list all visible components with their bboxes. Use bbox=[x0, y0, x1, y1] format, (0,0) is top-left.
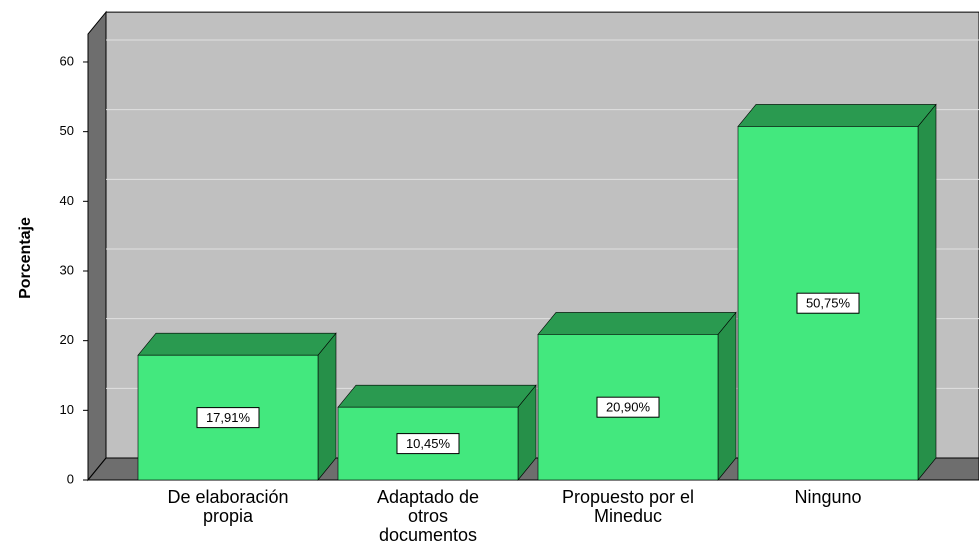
value-label: 10,45% bbox=[406, 436, 451, 451]
y-tick-label: 60 bbox=[60, 53, 74, 68]
bar-top bbox=[137, 332, 337, 356]
side-wall bbox=[87, 10, 107, 482]
value-label: 50,75% bbox=[806, 296, 851, 311]
y-tick-label: 20 bbox=[60, 332, 74, 347]
y-tick-label: 10 bbox=[60, 402, 74, 417]
value-label-box bbox=[796, 292, 860, 314]
x-tick-label: De elaboración propia bbox=[167, 487, 289, 526]
value-label-box bbox=[596, 396, 660, 418]
x-tick-label: Ninguno bbox=[794, 487, 862, 507]
y-tick-label: 0 bbox=[67, 471, 74, 486]
value-label-box bbox=[396, 433, 460, 455]
bar-side bbox=[917, 103, 937, 481]
value-label: 20,90% bbox=[606, 400, 651, 415]
x-tick-label: Propuesto por el Mineduc bbox=[561, 487, 695, 526]
bar-top bbox=[537, 312, 737, 335]
bar-top bbox=[337, 384, 537, 408]
bar-side bbox=[717, 311, 737, 481]
bar-top bbox=[737, 104, 937, 127]
value-label-box bbox=[196, 407, 260, 429]
y-axis-label: Porcentaje bbox=[17, 217, 34, 299]
value-label: 17,91% bbox=[206, 410, 251, 425]
y-tick-label: 30 bbox=[60, 262, 74, 277]
y-tick-label: 50 bbox=[60, 123, 74, 138]
x-tick-label: Adaptado de otros documentos bbox=[376, 487, 480, 545]
y-tick-label: 40 bbox=[60, 193, 74, 208]
bar-side bbox=[317, 332, 337, 481]
